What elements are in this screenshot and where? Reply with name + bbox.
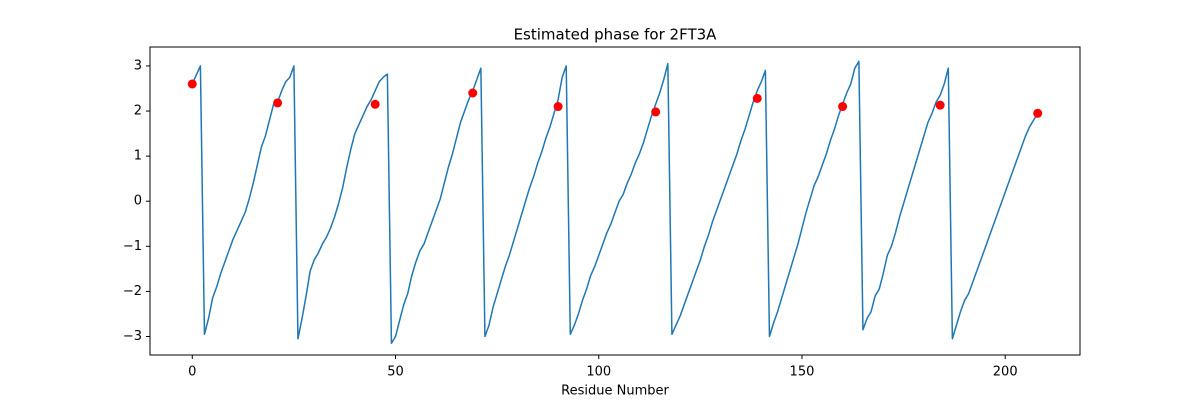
y-tick-label: 3 [134, 58, 142, 73]
x-tick-label: 150 [790, 365, 815, 380]
y-tick-label: 1 [134, 149, 142, 164]
x-tick-label: 50 [387, 365, 404, 380]
plot-frame [149, 46, 1081, 356]
x-tick-label: 200 [993, 365, 1018, 380]
x-axis-label: Residue Number [561, 384, 669, 399]
x-tick-label: 100 [586, 365, 611, 380]
y-tick-label: 2 [134, 104, 142, 119]
y-tick-label: 0 [134, 194, 142, 209]
y-tick-label: −1 [123, 239, 142, 254]
data-point [651, 107, 661, 117]
chart-title: Estimated phase for 2FT3A [514, 26, 718, 44]
data-point [1033, 108, 1043, 118]
data-point [370, 99, 380, 109]
data-point [468, 88, 478, 98]
x-tick-label: 0 [188, 365, 196, 380]
data-point [553, 102, 563, 112]
data-point [935, 100, 945, 110]
data-point [273, 98, 283, 108]
data-point [752, 93, 762, 103]
data-line [191, 60, 1039, 345]
data-point [187, 79, 197, 89]
data-point [838, 102, 848, 112]
y-tick-label: −2 [123, 284, 142, 299]
y-tick-label: −3 [123, 329, 142, 344]
